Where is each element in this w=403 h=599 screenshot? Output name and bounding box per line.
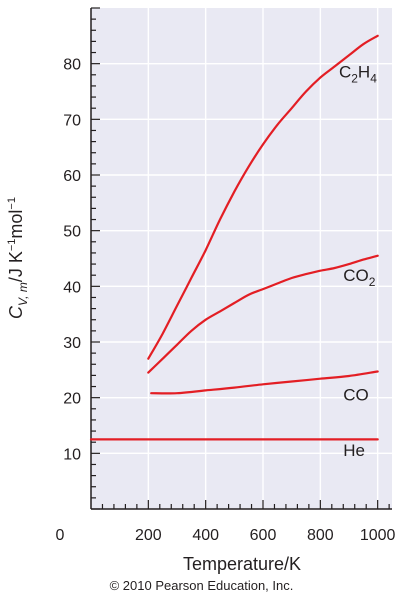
series-lines: [89, 34, 379, 441]
series-label-he: He: [343, 441, 365, 460]
x-tick-label: 600: [250, 527, 277, 544]
series-label-co: CO: [343, 385, 369, 404]
y-tick-label: 40: [63, 279, 81, 296]
gridlines: [91, 8, 392, 509]
x-tick-label: 1000: [360, 527, 396, 544]
plot-background: [91, 8, 392, 509]
x-tick-label: 800: [307, 527, 334, 544]
series-line-c2h4: [147, 34, 379, 360]
y-tick-label: 20: [63, 391, 81, 408]
x-tick-label: 200: [135, 527, 162, 544]
series-labels: C2H4 CO2 CO He: [339, 63, 377, 461]
series-line-co: [150, 370, 379, 395]
y-axis-title: CV, m/J K−1mol−1: [6, 197, 30, 319]
y-tick-label: 10: [63, 446, 81, 463]
axes: [90, 7, 392, 510]
y-tick-label: 60: [63, 168, 81, 185]
series-label-c2h4: C2H4: [339, 63, 377, 86]
series-line-co2: [147, 254, 379, 374]
x-tick-label: 0: [56, 527, 65, 544]
y-tick-label: 30: [63, 335, 81, 352]
y-tick-label: 70: [63, 112, 81, 129]
x-axis-title: Temperature/K: [183, 554, 301, 574]
y-tick-label: 50: [63, 224, 81, 241]
copyright-notice: © 2010 Pearson Education, Inc.: [109, 578, 294, 593]
series-label-co2: CO2: [343, 266, 376, 289]
y-tick-label: 80: [63, 57, 81, 74]
x-tick-label: 400: [192, 527, 219, 544]
